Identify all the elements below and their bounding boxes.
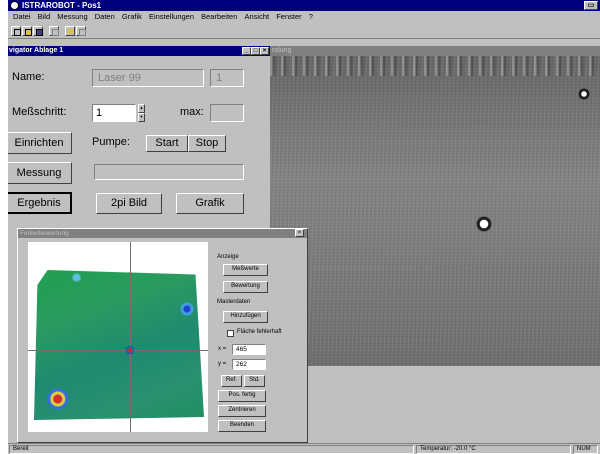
anzeige-label: Anzeige — [217, 254, 239, 260]
menu-item-daten[interactable]: Daten — [94, 12, 115, 21]
flaeche-checkbox[interactable] — [227, 330, 234, 337]
hinzufuegen-button[interactable]: Hinzufügen — [223, 311, 268, 323]
help-icon[interactable] — [65, 26, 75, 36]
pump-stop-button[interactable]: Stop — [188, 135, 226, 152]
navigator-title: vigator Ablage 1 — [9, 47, 64, 54]
app-restore-button[interactable]: ▭ — [584, 1, 598, 10]
menu-item-bearbeiten[interactable]: Bearbeiten — [201, 12, 238, 21]
menu-item-einstellungen[interactable]: Einstellungen — [148, 12, 195, 21]
menu-item-bild[interactable]: Bild — [37, 12, 51, 21]
image-window-title: ndung — [270, 46, 600, 56]
print-preview-icon[interactable] — [49, 26, 59, 36]
menu-item-ansicht[interactable]: Ansicht — [244, 12, 270, 21]
x-label: x = — [218, 346, 227, 352]
app-title: ISTRAROBOT - Pos1 — [22, 1, 102, 10]
ref-button[interactable]: Ref. — [221, 375, 242, 387]
status-bar: Bereit Temperatur: -20.0 °C NUM — [8, 443, 600, 454]
save-icon[interactable] — [33, 26, 43, 36]
navigator-window: vigator Ablage 1 _ □ × Name: Laser 99 1 … — [8, 46, 270, 234]
status-temperature: Temperatur: -20.0 °C — [416, 445, 571, 454]
x-coordinate-input[interactable]: 465 — [232, 344, 266, 355]
surface-image[interactable] — [264, 56, 600, 366]
fault-dialog-close-icon[interactable]: × — [295, 229, 304, 237]
flaeche-label: Fläche fehlerhaft — [237, 329, 282, 335]
beenden-button[interactable]: Beenden — [218, 420, 266, 432]
status-num: NUM — [573, 445, 598, 454]
minimize-button[interactable]: _ — [242, 47, 251, 55]
image-window: ndung — [264, 46, 600, 366]
name-label: Name: — [12, 71, 45, 83]
maximize-button[interactable]: □ — [251, 47, 260, 55]
std-button[interactable]: Std. — [244, 375, 265, 387]
name-number-field[interactable]: 1 — [210, 69, 244, 87]
menu-item-fenster[interactable]: Fenster — [276, 12, 302, 21]
masterdaten-label: Masterdaten — [217, 299, 251, 305]
graphic-button[interactable]: Grafik — [176, 193, 244, 214]
max-field — [210, 104, 244, 122]
name-field[interactable]: Laser 99 — [92, 69, 204, 87]
pump-label: Pumpe: — [92, 136, 130, 148]
step-input[interactable]: 1 — [92, 104, 136, 122]
fault-dialog-title: Fehlerbewertung — [20, 230, 69, 237]
setup-button[interactable]: Einrichten — [8, 132, 72, 154]
fault-dialog-title-bar: Fehlerbewertung × — [18, 229, 307, 238]
navigator-title-bar: vigator Ablage 1 _ □ × — [8, 46, 270, 56]
surface-texture-band — [270, 56, 600, 76]
toolbar — [8, 24, 600, 39]
close-button[interactable]: × — [260, 47, 269, 55]
defect-spot — [476, 216, 492, 232]
measure-button[interactable]: Messung — [8, 162, 72, 184]
max-label: max: — [180, 106, 204, 118]
bewertung-button[interactable]: Bewertung — [223, 281, 268, 293]
menu-item-datei[interactable]: Datei — [13, 12, 31, 21]
zentrieren-button[interactable]: Zentrieren — [218, 405, 266, 417]
y-label: y = — [218, 361, 227, 367]
menu-item-grafik[interactable]: Grafik — [121, 12, 142, 21]
crosshair-marker — [126, 346, 134, 354]
menu-bar: Datei Bild Messung Daten Grafik Einstell… — [8, 11, 600, 23]
y-coordinate-input[interactable]: 262 — [232, 359, 266, 370]
defect-heatmap[interactable] — [28, 242, 208, 432]
info-icon[interactable] — [76, 26, 86, 36]
menu-item-messung[interactable]: Messung — [57, 12, 88, 21]
crosshair-horizontal — [28, 350, 208, 351]
app-window: ISTRAROBOT - Pos1 ▭ Datei Bild Messung D… — [8, 0, 600, 454]
pump-start-button[interactable]: Start — [146, 135, 188, 152]
pos-fertig-button[interactable]: Pos. fertig — [218, 390, 266, 402]
status-ready: Bereit — [9, 445, 414, 454]
defect-spot — [578, 88, 590, 100]
app-logo-icon — [10, 1, 19, 10]
menu-item-help[interactable]: ? — [308, 12, 313, 21]
result-button[interactable]: Ergebnis — [8, 192, 72, 214]
messwerte-button[interactable]: Meßwerte — [223, 264, 268, 276]
phase-map-image — [34, 270, 204, 420]
new-file-icon[interactable] — [11, 26, 21, 36]
step-label: Meßschritt: — [12, 106, 67, 118]
fault-evaluation-dialog: Fehlerbewertung × Anzeige Meßwerte Bewer… — [17, 228, 308, 443]
open-folder-icon[interactable] — [22, 26, 32, 36]
image-2pi-button[interactable]: 2pi Bild — [96, 193, 162, 214]
app-title-bar: ISTRAROBOT - Pos1 ▭ — [8, 0, 600, 11]
crosshair-vertical — [130, 242, 131, 432]
measure-progress-bar — [94, 164, 244, 180]
step-down-icon[interactable]: ▼ — [138, 113, 145, 122]
step-up-icon[interactable]: ▲ — [138, 104, 145, 113]
